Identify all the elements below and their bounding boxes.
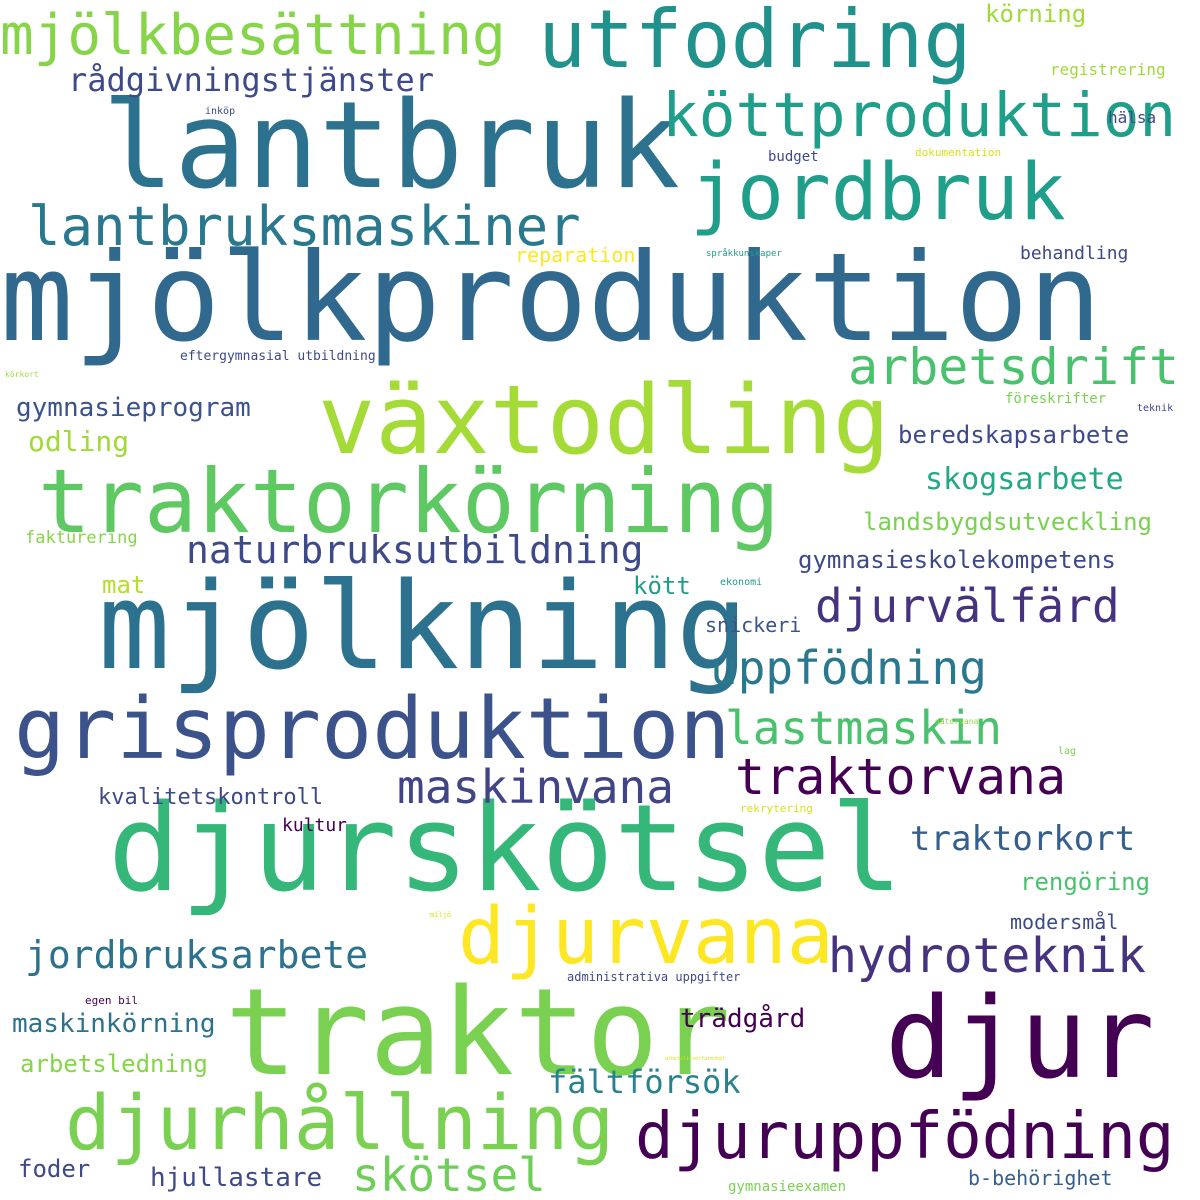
word-grisproduktion: grisproduktion [14, 680, 731, 779]
word-administrativa-uppgifter: administrativa uppgifter [567, 970, 741, 984]
word-modersmal: modersmål [1010, 910, 1119, 934]
word-rekrytering: rekrytering [740, 802, 813, 815]
word-inkop: inköp [205, 106, 236, 117]
word-rengoring: rengöring [1020, 868, 1151, 896]
word-fakturering: fakturering [25, 528, 138, 548]
word-registrering: registrering [1050, 60, 1166, 79]
word-radgivningstjanster: rådgivningstjänster [68, 61, 435, 99]
word-foder: foder [18, 1155, 91, 1183]
word-korkort: körkort [5, 370, 39, 379]
word-djurvalfard: djurvälfärd [815, 579, 1120, 633]
word-vaxtodling: växtodling [318, 366, 890, 476]
word-mjolkproduktion: mjölkproduktion [0, 227, 1102, 369]
word-djurhallning: djurhållning [65, 1078, 615, 1167]
word-halsa: hälsa [1108, 108, 1157, 127]
word-lantbruksmaskiner: lantbruksmaskiner [28, 195, 581, 258]
word-reparation: reparation [515, 243, 636, 267]
word-uppfodning: uppfödning [710, 641, 987, 695]
word-jordbruksarbete: jordbruksarbete [25, 933, 369, 977]
word-traktorvana: traktorvana [735, 748, 1067, 806]
word-faltforsok: fältförsök [548, 1063, 741, 1101]
word-skogsarbete: skogsarbete [925, 462, 1124, 497]
word-traktorkort: traktorkort [910, 819, 1136, 859]
word-dokumentation: dokumentation [915, 146, 1002, 159]
word-miljo: miljö [430, 911, 452, 919]
word-traktorkorning: traktorkörning [38, 450, 780, 553]
word-gymnasieprogram: gymnasieprogram [16, 393, 251, 423]
word-arbetslivserfarenhet: arbetslivserfarenhet [665, 1056, 726, 1062]
word-skotsel: skötsel [352, 1148, 546, 1200]
word-sprakkunskaper: språkkunskaper [706, 249, 782, 259]
word-traktor: traktor [225, 964, 731, 1103]
word-djuruppfodning: djuruppfödning [635, 1100, 1175, 1174]
word-kottproduktion: köttproduktion [662, 80, 1177, 151]
word-lag: lag [1058, 746, 1077, 757]
word-ekonomi: ekonomi [720, 577, 763, 588]
word-utfodring: utfodring [538, 0, 972, 86]
word-lantbruk: lantbruk [102, 77, 680, 216]
word-snickeri: snickeri [705, 613, 802, 637]
word-mat: mat [102, 571, 146, 599]
word-kultur: kultur [282, 815, 348, 836]
word-maskinkorning: maskinkörning [12, 1009, 216, 1039]
word-kott: kött [633, 572, 691, 600]
word-hjullastare: hjullastare [150, 1163, 323, 1193]
word-landsbygdsutveckling: landsbygdsutveckling [863, 508, 1152, 536]
word-hydroteknik: hydroteknik [828, 928, 1146, 984]
word-behandling: behandling [1020, 243, 1129, 264]
word-b-behorighet: b-behörighet [968, 1166, 1113, 1190]
word-budget: budget [768, 149, 819, 165]
word-arbetsledning: arbetsledning [20, 1050, 208, 1078]
word-beredskapsarbete: beredskapsarbete [898, 421, 1130, 449]
word-arbetsdrift: arbetsdrift [848, 338, 1180, 396]
word-kvalitetskontroll: kvalitetskontroll [98, 785, 324, 810]
word-korning: körning [985, 0, 1087, 28]
word-foreskrifter: föreskrifter [1005, 391, 1107, 407]
word-djurskotsel: djurskötsel [108, 780, 903, 919]
word-teknik: teknik [1137, 403, 1174, 414]
word-gymnasieexamen: gymnasieexamen [728, 1179, 847, 1195]
word-gymnasieskolekompetens: gymnasieskolekompetens [798, 546, 1116, 574]
word-djurvana: djurvana [458, 892, 834, 982]
word-egen-bil: egen bil [85, 994, 138, 1007]
word-djur: djur [885, 974, 1155, 1104]
word-odling: odling [28, 425, 130, 458]
word-jordbruk: jordbruk [690, 148, 1066, 238]
word-mjolkbesattning: mjölkbesättning [0, 3, 506, 68]
word-maskinvana: maskinvana [397, 760, 674, 814]
word-tradgard: trädgård [680, 1004, 806, 1034]
word-lastmaskin: lastmaskin [725, 701, 1002, 755]
word-mjolkning: mjölkning [98, 558, 749, 697]
word-datorvana: datorvana [935, 717, 979, 726]
word-eftergymnasial-utbildning: eftergymnasial utbildning [180, 349, 376, 364]
word-naturbruksutbildning: naturbruksutbildning [186, 528, 644, 572]
